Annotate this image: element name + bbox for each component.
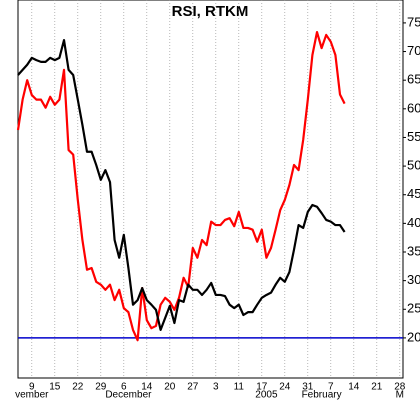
x-tick-label: 31 [302,382,314,393]
x-tick-label: 15 [49,382,61,393]
x-tick-label: 24 [279,382,291,393]
series-line [16,30,346,342]
x-tick-label: 3 [213,382,219,393]
plot-frame [17,0,404,379]
y-tick-label: 35 [407,243,420,258]
y-tick-label: 25 [407,301,420,316]
x-tick-label: 11 [234,382,245,393]
x-tick-label: 27 [187,382,199,393]
x-tick-label: 22 [72,382,84,393]
y-tick-label: 40 [407,215,420,230]
x-tick-label: 9 [29,382,35,393]
month-label: 2005 [255,390,278,400]
x-tick-label: 7 [328,382,334,393]
x-tick-label: 28 [394,382,406,393]
month-label: December [105,390,152,400]
month-label: M [396,390,404,400]
x-tick-label: 20 [164,382,176,393]
x-tick-label: 21 [371,382,383,393]
y-tick-label: 45 [407,186,420,201]
y-tick-label: 60 [407,100,420,115]
y-tick-label: 20 [407,329,420,344]
x-tick-label: 17 [256,382,268,393]
month-label: vember [15,390,49,400]
x-tick-label: 14 [348,382,360,393]
y-tick-label: 70 [407,43,420,58]
chart-title: RSI, RTKM [172,3,249,20]
y-tick-label: 50 [407,158,420,173]
x-tick-label: 14 [141,382,153,393]
y-tick-label: 55 [407,129,420,144]
y-tick-label: 75 [407,14,420,29]
x-tick-label: 6 [121,382,127,393]
y-tick-label: 65 [407,72,420,87]
month-label: February [302,390,342,400]
x-tick-label: 29 [95,382,107,393]
series-line [17,38,346,331]
y-tick-label: 30 [407,272,420,287]
